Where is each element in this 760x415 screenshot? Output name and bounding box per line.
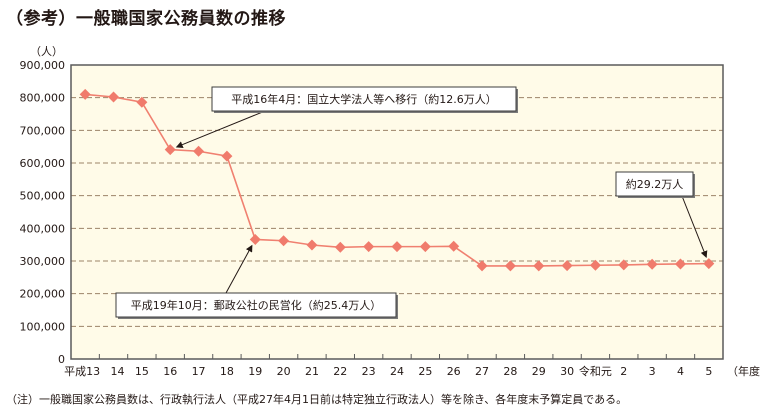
- x-tick-label: 24: [390, 365, 404, 378]
- x-tick-label: 30: [560, 365, 574, 378]
- data-point-marker: [533, 260, 545, 272]
- x-tick-label: 3: [649, 365, 656, 378]
- x-tick-label: 令和元: [579, 364, 612, 378]
- annotation-box: [615, 171, 694, 197]
- x-tick-label: 27: [475, 365, 489, 378]
- data-point-marker: [306, 239, 318, 251]
- data-point-marker: [391, 241, 403, 253]
- annotation-text: 平成16年4月：国立大学法人等へ移行（約12.6万人）: [231, 92, 497, 106]
- x-axis-ticks: 平成13 14 15 16 17 18 19 20 21 22 23 24 25 26 27 28 29 30 令和…: [64, 354, 760, 378]
- x-tick-label: 16: [163, 365, 177, 378]
- x-tick-label: 23: [362, 365, 376, 378]
- data-point-marker: [618, 259, 630, 271]
- annotation-text: 約29.2万人: [626, 177, 684, 191]
- data-point-marker: [476, 260, 488, 272]
- x-tick-label: 17: [192, 365, 206, 378]
- page-title: （参考）一般職国家公務員数の推移: [6, 9, 286, 29]
- data-point-marker: [249, 233, 261, 245]
- y-axis-ticks: 0 100,000 200,000 300,000 400,000 500,000 600,…: [20, 59, 66, 366]
- data-point-marker: [136, 96, 148, 108]
- data-point-marker: [674, 258, 686, 270]
- x-tick-label: 29: [532, 365, 546, 378]
- x-tick-label: 18: [220, 365, 234, 378]
- y-tick-label: 700,000: [20, 124, 66, 137]
- data-point-marker: [193, 145, 205, 157]
- data-point-marker: [646, 258, 658, 270]
- data-point-marker: [589, 259, 601, 271]
- y-tick-label: 900,000: [20, 59, 66, 72]
- footnote: （注）一般職国家公務員数は、行政執行法人（平成27年4月1日前は特定独立行政法人…: [6, 393, 628, 406]
- data-point-marker: [703, 258, 715, 270]
- x-tick-label: 平成13: [64, 365, 100, 378]
- annotation-box: [115, 292, 397, 318]
- annotation-box: [211, 86, 517, 112]
- annotation-text: 平成19年10月：郵政公社の民営化（約25.4万人）: [131, 298, 382, 312]
- data-point-marker: [363, 241, 375, 253]
- data-point-marker: [504, 260, 516, 272]
- annotations: 平成16年4月：国立大学法人等へ移行（約12.6万人） 平成19年10月：郵政公社…: [115, 86, 708, 319]
- x-tick-label: 15: [135, 365, 149, 378]
- line-chart: 0 100,000 200,000 300,000 400,000 500,000 600,…: [20, 59, 760, 378]
- data-point-marker: [334, 241, 346, 253]
- x-tick-label: 26: [447, 365, 461, 378]
- data-point-marker: [278, 235, 290, 247]
- data-point-marker: [561, 260, 573, 272]
- x-tick-label: 14: [111, 365, 125, 378]
- data-point-marker: [108, 91, 120, 103]
- x-tick-label: 5: [705, 365, 712, 378]
- data-point-marker: [419, 241, 431, 253]
- x-tick-label: 25: [418, 365, 432, 378]
- y-tick-label: 0: [58, 353, 65, 366]
- y-tick-label: 200,000: [20, 288, 66, 301]
- x-tick-label: 28: [503, 365, 517, 378]
- y-axis-unit-label: （人）: [30, 45, 63, 58]
- data-point-marker: [448, 240, 460, 252]
- y-tick-label: 600,000: [20, 157, 66, 170]
- data-markers: [79, 88, 715, 272]
- x-tick-label: 20: [277, 365, 291, 378]
- x-tick-label: 2: [620, 365, 627, 378]
- data-point-marker: [221, 150, 233, 162]
- y-tick-label: 500,000: [20, 190, 66, 203]
- x-tick-label: 22: [333, 365, 347, 378]
- y-tick-label: 100,000: [20, 320, 66, 333]
- x-tick-label: 4: [677, 365, 684, 378]
- y-tick-label: 800,000: [20, 92, 66, 105]
- x-tick-label: 19: [248, 365, 262, 378]
- x-tick-label: 21: [305, 365, 319, 378]
- y-tick-label: 400,000: [20, 222, 66, 235]
- x-axis-unit-label: （年度）: [727, 364, 760, 378]
- data-point-marker: [164, 144, 176, 156]
- y-tick-label: 300,000: [20, 255, 66, 268]
- plot-frame: [70, 64, 724, 360]
- data-point-marker: [79, 88, 91, 100]
